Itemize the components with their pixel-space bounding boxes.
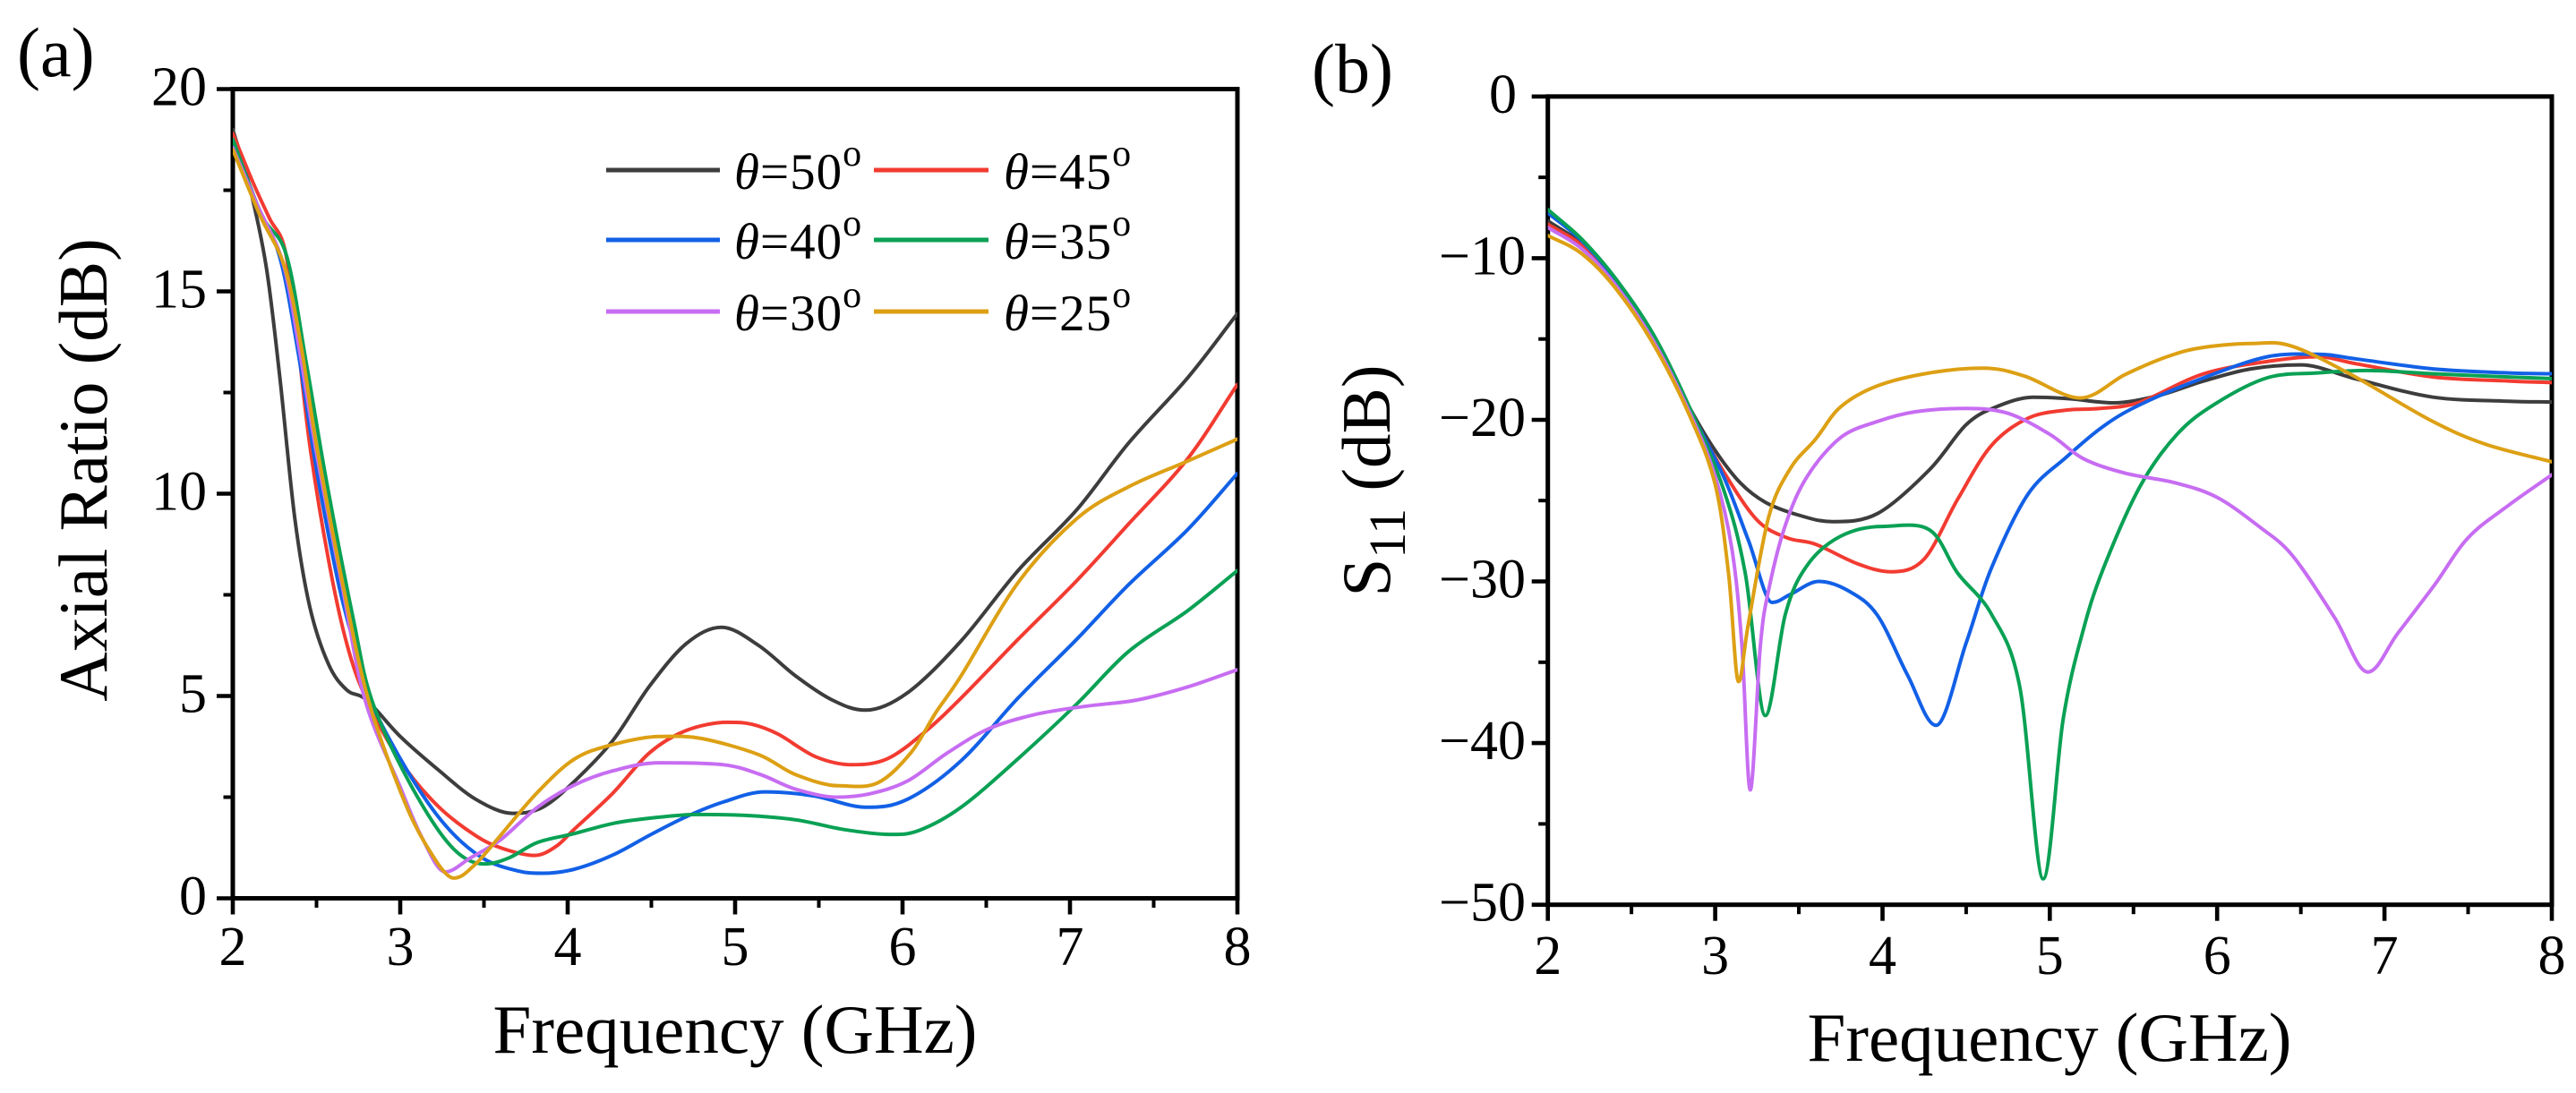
svg-text:3: 3 [387,917,415,978]
svg-text:0: 0 [1489,64,1517,125]
svg-text:−50: −50 [1439,873,1526,934]
svg-text:5: 5 [722,917,749,978]
svg-text:15: 15 [151,260,207,320]
svg-text:3: 3 [1701,926,1729,986]
svg-text:Frequency (GHz): Frequency (GHz) [493,991,978,1068]
svg-text:−10: −10 [1439,226,1526,286]
svg-text:4: 4 [1869,926,1896,986]
svg-text:S11 (dB): S11 (dB) [1328,364,1416,596]
svg-text:(b): (b) [1312,30,1393,107]
svg-text:20: 20 [151,57,207,118]
svg-text:−20: −20 [1439,388,1526,448]
svg-text:θ=40o: θ=40o [734,203,862,270]
svg-text:θ=45o: θ=45o [1004,133,1132,201]
svg-text:0: 0 [179,867,207,927]
svg-text:θ=50o: θ=50o [734,133,862,201]
svg-text:6: 6 [889,917,917,978]
svg-text:5: 5 [2036,926,2064,986]
svg-text:Axial Ratio (dB): Axial Ratio (dB) [45,238,122,702]
svg-text:−40: −40 [1439,711,1526,772]
svg-text:2: 2 [219,917,247,978]
svg-text:6: 6 [2204,926,2231,986]
svg-text:7: 7 [1057,917,1084,978]
svg-text:10: 10 [151,462,207,523]
svg-text:8: 8 [1224,917,1252,978]
svg-text:Frequency (GHz): Frequency (GHz) [1808,999,2292,1076]
svg-text:θ=35o: θ=35o [1004,203,1132,270]
svg-text:(a): (a) [17,13,95,91]
svg-text:7: 7 [2371,926,2399,986]
svg-text:2: 2 [1534,926,1562,986]
svg-text:θ=30o: θ=30o [734,275,862,342]
svg-text:8: 8 [2538,926,2566,986]
svg-text:5: 5 [179,664,207,725]
svg-text:−30: −30 [1439,550,1526,611]
svg-text:θ=25o: θ=25o [1004,275,1132,342]
svg-text:4: 4 [554,917,582,978]
